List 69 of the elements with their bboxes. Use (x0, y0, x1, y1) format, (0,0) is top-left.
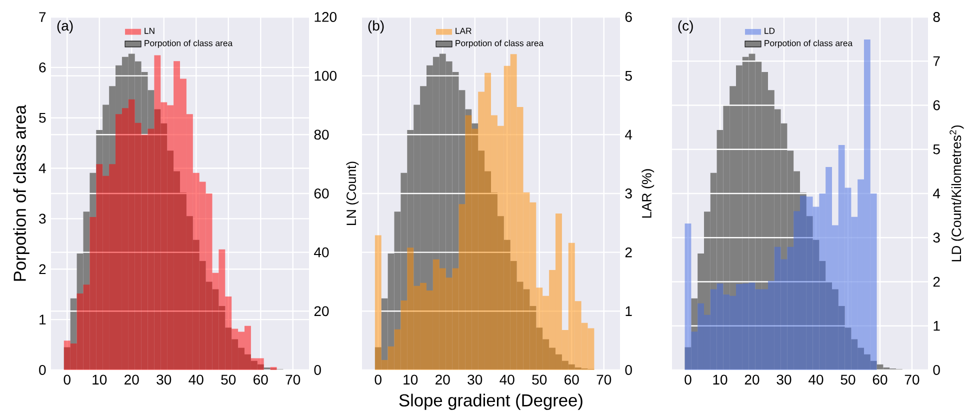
x-tick-label: 60 (872, 374, 888, 384)
y2-tick-label: 100 (314, 70, 337, 81)
legend-label: Porpotion of class area (764, 40, 853, 48)
x-tick-label: 20 (744, 374, 760, 384)
x-tick-label: 10 (713, 374, 728, 384)
y2-tick-label: 4 (933, 188, 940, 198)
y2-tick-label: 80 (314, 130, 329, 140)
legend-label: LD (764, 28, 775, 34)
x-tick-label: 70 (596, 374, 612, 384)
x-tick-label: 30 (776, 374, 792, 384)
legend-label: LAR (456, 28, 472, 34)
y2-axis-title: LAR (%) (642, 168, 654, 218)
y2-tick-label: 1 (934, 320, 940, 330)
y-tick-label: 5 (39, 112, 46, 123)
x-tick-label: 70 (286, 374, 300, 384)
x-tick-label: 0 (684, 374, 692, 384)
y-tick-label: 7 (39, 12, 46, 22)
x-axis-title: Slope gradient (Degree) (399, 394, 582, 410)
y2-axis-title: LN (Count) (346, 162, 359, 225)
x-tick-label: 70 (904, 374, 920, 384)
y2-tick-label: 0 (625, 364, 632, 375)
y-axis-title: Porpotion of class area (13, 104, 30, 281)
x-tick-label: 40 (188, 374, 204, 384)
x-tick-label: 10 (404, 374, 418, 384)
annotation: (b) (368, 20, 384, 34)
y2-tick-label: 5 (625, 70, 632, 81)
y2-tick-label: 0 (314, 364, 321, 375)
x-tick-label: 50 (840, 374, 856, 384)
y2-tick-label: 4 (625, 130, 632, 140)
x-tick-label: 20 (436, 374, 450, 384)
y2-tick-label: 60 (314, 188, 329, 198)
y-tick-label: 4 (38, 163, 46, 173)
annotation: (a) (57, 20, 73, 34)
x-tick-label: 30 (156, 374, 172, 384)
y2-axis-title: LD (Count/Kilometres$^{2}$) (950, 125, 964, 262)
y2-tick-label: 20 (314, 306, 329, 316)
y2-tick-label: 6 (933, 100, 940, 110)
x-tick-label: 20 (124, 374, 139, 384)
legend-label: Porpotion of class area (456, 40, 544, 48)
legend-label: LN (144, 28, 154, 34)
x-tick-label: 50 (532, 374, 547, 384)
x-tick-label: 10 (92, 374, 107, 384)
y2-tick-label: 2 (933, 276, 940, 286)
x-tick-label: 0 (64, 374, 70, 384)
x-tick-label: 40 (808, 374, 824, 384)
y2-tick-label: 7 (933, 56, 940, 66)
y2-tick-label: 1 (626, 306, 632, 316)
x-tick-label: 40 (500, 374, 514, 384)
x-tick-label: 60 (564, 374, 579, 384)
y-tick-label: 2 (39, 264, 46, 274)
y-tick-label: 3 (39, 214, 46, 224)
y-tick-label: 1 (40, 314, 46, 324)
y2-tick-label: 6 (625, 12, 632, 22)
y2-tick-label: 3 (625, 188, 632, 198)
legend-label: Porpotion of class area (144, 40, 233, 48)
x-tick-label: 60 (254, 374, 268, 384)
x-tick-label: 30 (468, 374, 482, 384)
x-tick-label: 50 (221, 374, 236, 384)
y2-tick-label: 5 (933, 144, 940, 154)
y2-tick-label: 3 (933, 232, 940, 242)
x-tick-label: 0 (374, 374, 382, 384)
annotation: (c) (678, 20, 693, 34)
y2-tick-label: 2 (625, 247, 632, 258)
y2-tick-label: 120 (314, 12, 337, 22)
y2-tick-label: 40 (314, 247, 329, 258)
y-tick-label: 0 (39, 364, 46, 375)
y2-tick-label: 0 (933, 364, 940, 375)
y2-tick-label: 8 (933, 12, 940, 22)
y-tick-label: 6 (39, 62, 46, 72)
